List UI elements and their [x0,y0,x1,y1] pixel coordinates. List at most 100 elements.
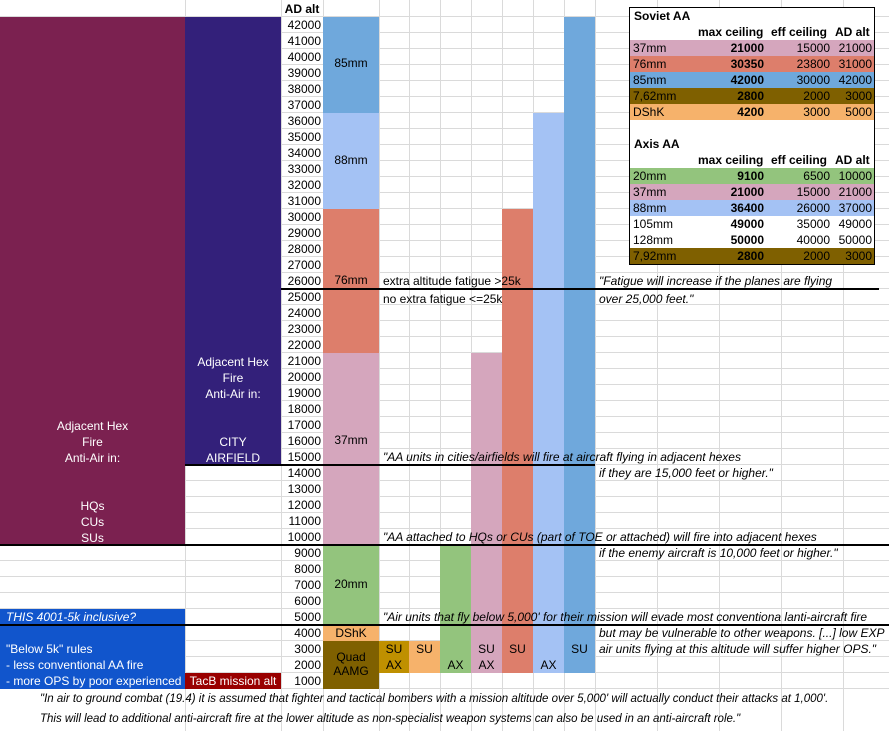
cell-eff: 6500 [803,169,830,183]
axis-row: 7,92mm 2800 2000 3000 [630,248,874,264]
axis-row: 20mm 9100 6500 10000 [630,168,874,184]
altitude-label: 23000 [287,322,321,336]
cell-name: 37mm [633,41,667,55]
altitude-label: 5000 [294,610,321,624]
quote-below-2: but may be vulnerable to other weapons. … [599,626,885,640]
cell-max: 36400 [730,201,764,215]
cell-eff: 2000 [803,89,830,103]
cell-max: 21000 [730,185,764,199]
mid-fire: Fire [222,371,244,385]
weapon-88mm-label: 88mm [334,153,368,167]
soviet-aa-title: Soviet AA [634,9,691,23]
grid-row-line [0,208,889,209]
altitude-label: 26000 [287,274,321,288]
grid-row-line [0,368,889,369]
soviet-row: 85mm 42000 30000 42000 [630,72,874,88]
bar-su-salmon [502,209,533,673]
cell-max: 30350 [730,57,764,71]
grid-row-line [0,304,889,305]
bar-su-ax-gold [379,641,409,673]
line-10k [0,544,889,546]
grid-row-line [0,688,889,689]
footer-note-2: This will lead to additional anti-aircra… [40,713,741,725]
grid-row-line [0,48,889,49]
grid-row-line [0,128,889,129]
grid-row-line [0,240,889,241]
altitude-label: 2000 [294,658,321,672]
axis-row: 88mm 36400 26000 37000 [630,200,874,216]
cell-ad: 5000 [845,105,872,119]
grid-row-line [0,512,889,513]
quote-city-2: if they are 15,000 feet or higher." [599,466,773,480]
altitude-label: 17000 [287,418,321,432]
bar-green-ax-label: AX [447,658,464,672]
weapon-quad-label-1: Quad [336,650,366,664]
grid-row-line [0,80,889,81]
altitude-label: 40000 [287,50,321,64]
grid-row-line [0,144,889,145]
quote-fatigue-1: "Fatigue will increase if the planes are… [599,274,833,288]
line-25k-ext [595,288,879,290]
bar-ax-green [440,545,471,673]
altitude-label: 41000 [287,34,321,48]
cell-eff: 15000 [796,185,830,199]
note-fatigue-plus: extra altitude fatigue >25k [383,274,521,288]
grid-row-line [0,496,889,497]
below-5k-rule-2: - more OPS by poor experienced [6,674,182,688]
grid-row-line [0,96,889,97]
axis-header-max: max ceiling [698,153,764,167]
altitude-label: 31000 [287,194,321,208]
altitude-label: 34000 [287,146,321,160]
left-fire: Fire [82,435,103,449]
soviet-header-eff: eff ceiling [771,25,828,39]
bar-lightblue-ax-label: AX [540,658,557,672]
altitude-label: 38000 [287,82,321,96]
cell-ad: 3000 [845,89,872,103]
cell-eff: 23800 [796,57,830,71]
cell-name: 7,92mm [633,249,677,263]
bar-salmon-su-label: SU [509,642,526,656]
altitude-label: 37000 [287,98,321,112]
cell-ad: 49000 [838,217,872,231]
cell-ad: 10000 [838,169,872,183]
line-5k [0,624,889,626]
cell-name: 20mm [633,169,667,183]
altitude-label: 7000 [294,578,321,592]
axis-row: 128mm 50000 40000 50000 [630,232,874,248]
weapon-85mm-band [323,17,379,113]
weapon-quad-label-2: AAMG [333,664,369,678]
grid-row-line [0,384,889,385]
cell-eff: 3000 [803,105,830,119]
grid-row-line [0,352,889,353]
grid-row-line [0,320,889,321]
weapon-dshk-label: DShK [335,626,367,640]
grid-row-line [0,400,889,401]
mid-anti-air-in: Anti-Air in: [205,387,261,401]
weapon-dshk-band [323,625,379,641]
question-cell [0,609,185,625]
grid-row-line [0,224,889,225]
altitude-label: 6000 [294,594,321,608]
quote-below-1: "Air units that fly below 5,000' for the… [383,610,868,624]
altitude-label: 28000 [287,242,321,256]
altitude-label: 25000 [287,290,321,304]
axis-header-eff: eff ceiling [771,153,828,167]
weapon-quad-band [323,641,379,689]
grid-row-line [0,272,889,273]
cell-eff: 40000 [796,233,830,247]
quote-city-1: "AA units in cities/airfields will fire … [383,450,741,464]
left-hqs: HQs [80,499,105,513]
soviet-header-ad: AD alt [835,25,870,39]
bar-orange-su-label: SU [416,642,433,656]
grid-row-line [0,256,889,257]
axis-header-row: max ceiling eff ceiling AD alt [630,152,874,168]
axis-row: 37mm 21000 15000 21000 [630,184,874,200]
mid-city: CITY [219,435,247,449]
grid-row-line [0,480,889,481]
mid-airfield: AIRFIELD [205,451,260,465]
cell-eff: 2000 [803,249,830,263]
below-5k-title: "Below 5k" rules [6,642,93,656]
cell-name: 85mm [633,73,667,87]
grid-row-line [0,32,889,33]
